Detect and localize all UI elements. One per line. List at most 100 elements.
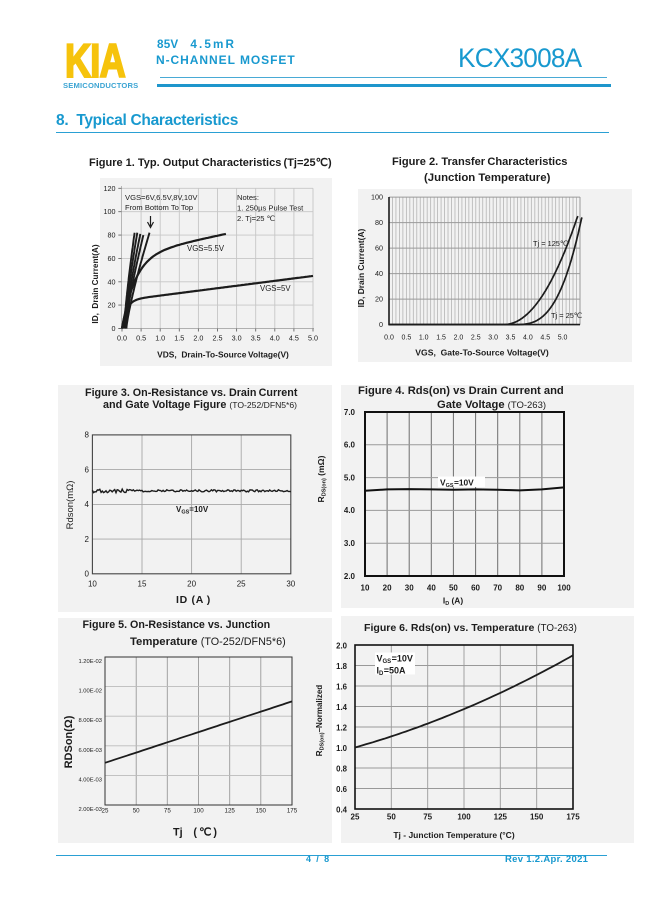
svg-text:50: 50: [133, 808, 140, 815]
svg-text:2.5: 2.5: [213, 334, 223, 343]
svg-text:15: 15: [138, 580, 147, 589]
svg-text:3.5: 3.5: [506, 335, 516, 342]
svg-text:RDS(on)–Normalized: RDS(on)–Normalized: [315, 685, 326, 756]
svg-text:25: 25: [102, 808, 109, 815]
svg-text:40: 40: [375, 269, 383, 278]
svg-text:Tj ( ℃ ): Tj ( ℃ ): [173, 827, 217, 839]
svg-text:90: 90: [537, 584, 546, 593]
svg-text:3.5: 3.5: [251, 334, 261, 343]
svg-text:1.20E-02: 1.20E-02: [78, 659, 102, 665]
svg-text:4.0: 4.0: [344, 506, 356, 515]
svg-text:1.8: 1.8: [336, 662, 348, 671]
svg-text:4.0: 4.0: [523, 335, 533, 342]
svg-text:70: 70: [493, 584, 502, 593]
svg-text:VGS, Gate-To-Source Voltage(V: VGS, Gate-To-Source Voltage(V): [415, 348, 549, 358]
svg-text:3.0: 3.0: [232, 334, 242, 343]
svg-text:0.8: 0.8: [336, 765, 348, 774]
svg-text:8: 8: [85, 431, 90, 440]
svg-text:4.0: 4.0: [270, 334, 280, 343]
svg-text:4.5: 4.5: [289, 334, 299, 343]
svg-text:0.4: 0.4: [336, 806, 348, 815]
svg-text:1.0: 1.0: [155, 334, 165, 343]
svg-text:5.0: 5.0: [308, 334, 318, 343]
svg-text:2.0: 2.0: [336, 642, 348, 651]
svg-text:20: 20: [108, 301, 116, 310]
svg-text:From Bottom To Top: From Bottom To Top: [125, 203, 193, 212]
svg-text:VGS=5.5V: VGS=5.5V: [187, 244, 225, 253]
svg-text:0.0: 0.0: [384, 335, 394, 342]
svg-text:175: 175: [566, 813, 580, 822]
svg-text:Rdson(mΩ): Rdson(mΩ): [65, 481, 76, 530]
svg-text:0.0: 0.0: [117, 334, 127, 343]
svg-text:1. 250µs Pulse Test: 1. 250µs Pulse Test: [237, 204, 304, 213]
svg-text:0: 0: [379, 320, 383, 329]
svg-text:RDSon(Ω): RDSon(Ω): [63, 715, 75, 768]
svg-text:80: 80: [108, 231, 116, 240]
svg-text:100: 100: [371, 193, 383, 202]
svg-text:ID, Drain Current(A): ID, Drain Current(A): [356, 228, 366, 307]
svg-text:2: 2: [85, 535, 90, 544]
svg-text:2.0: 2.0: [454, 335, 464, 342]
svg-text:30: 30: [405, 584, 414, 593]
svg-text:4: 4: [85, 500, 90, 509]
svg-text:0: 0: [112, 324, 116, 333]
svg-text:2.00E-03: 2.00E-03: [78, 807, 102, 813]
svg-text:25: 25: [351, 813, 360, 822]
svg-text:40: 40: [427, 584, 436, 593]
svg-text:6: 6: [85, 465, 90, 474]
svg-text:75: 75: [164, 808, 171, 815]
svg-text:2.0: 2.0: [193, 334, 203, 343]
svg-text:6.0: 6.0: [344, 441, 356, 450]
svg-text:80: 80: [515, 584, 524, 593]
svg-text:100: 100: [104, 207, 116, 216]
svg-text:5.0: 5.0: [558, 335, 568, 342]
svg-text:VDS, Drain-To-Source Voltage(: VDS, Drain-To-Source Voltage(V): [157, 350, 289, 360]
svg-text:40: 40: [108, 277, 116, 286]
svg-text:75: 75: [423, 813, 432, 822]
svg-text:ID (A ): ID (A ): [176, 594, 211, 606]
svg-text:1.5: 1.5: [174, 334, 184, 343]
svg-text:1.0: 1.0: [336, 744, 348, 753]
svg-text:1.0: 1.0: [419, 335, 429, 342]
svg-text:4.5: 4.5: [540, 335, 550, 342]
svg-text:20: 20: [375, 295, 383, 304]
svg-text:10: 10: [361, 584, 370, 593]
svg-text:RDS(on) (mΩ): RDS(on) (mΩ): [316, 455, 328, 502]
svg-text:5.0: 5.0: [344, 473, 356, 482]
svg-text:25: 25: [237, 580, 246, 589]
svg-text:50: 50: [449, 584, 458, 593]
svg-text:100: 100: [457, 813, 471, 822]
svg-text:60: 60: [375, 244, 383, 253]
svg-text:1.5: 1.5: [436, 335, 446, 342]
svg-text:1.6: 1.6: [336, 683, 348, 692]
svg-text:VGS=10V: VGS=10V: [176, 505, 209, 516]
svg-text:20: 20: [383, 584, 392, 593]
svg-text:120: 120: [104, 184, 116, 193]
svg-text:30: 30: [286, 580, 295, 589]
svg-text:125: 125: [494, 813, 508, 822]
svg-text:VGS=10V: VGS=10V: [377, 654, 413, 666]
svg-text:80: 80: [375, 218, 383, 227]
svg-text:VGS=6V,6.5V,8V,10V: VGS=6V,6.5V,8V,10V: [125, 193, 198, 202]
svg-text:50: 50: [387, 813, 396, 822]
svg-text:Tj = 125℃: Tj = 125℃: [533, 239, 568, 248]
svg-text:1.2: 1.2: [336, 724, 348, 733]
svg-text:1.00E-02: 1.00E-02: [78, 689, 102, 695]
svg-text:Tj = 25℃: Tj = 25℃: [551, 311, 582, 320]
svg-text:VGS=5V: VGS=5V: [260, 284, 291, 293]
svg-text:175: 175: [287, 808, 298, 815]
svg-text:VGS=10V: VGS=10V: [440, 478, 474, 490]
svg-text:0.5: 0.5: [136, 334, 146, 343]
svg-text:100: 100: [557, 584, 571, 593]
svg-text:ID (A): ID (A): [443, 596, 463, 608]
svg-text:60: 60: [471, 584, 480, 593]
svg-text:20: 20: [187, 580, 196, 589]
svg-text:100: 100: [193, 808, 204, 815]
svg-text:2.0: 2.0: [344, 572, 356, 581]
svg-text:8.00E-03: 8.00E-03: [78, 718, 102, 724]
svg-text:Tj - Junction Temperature (°C): Tj - Junction Temperature (°C): [393, 830, 514, 840]
svg-text:0: 0: [85, 570, 90, 579]
svg-text:2. Tj=25 ℃: 2. Tj=25 ℃: [237, 214, 276, 223]
svg-text:ID, Drain Current(A): ID, Drain Current(A): [91, 244, 100, 323]
svg-text:3.0: 3.0: [344, 539, 356, 548]
